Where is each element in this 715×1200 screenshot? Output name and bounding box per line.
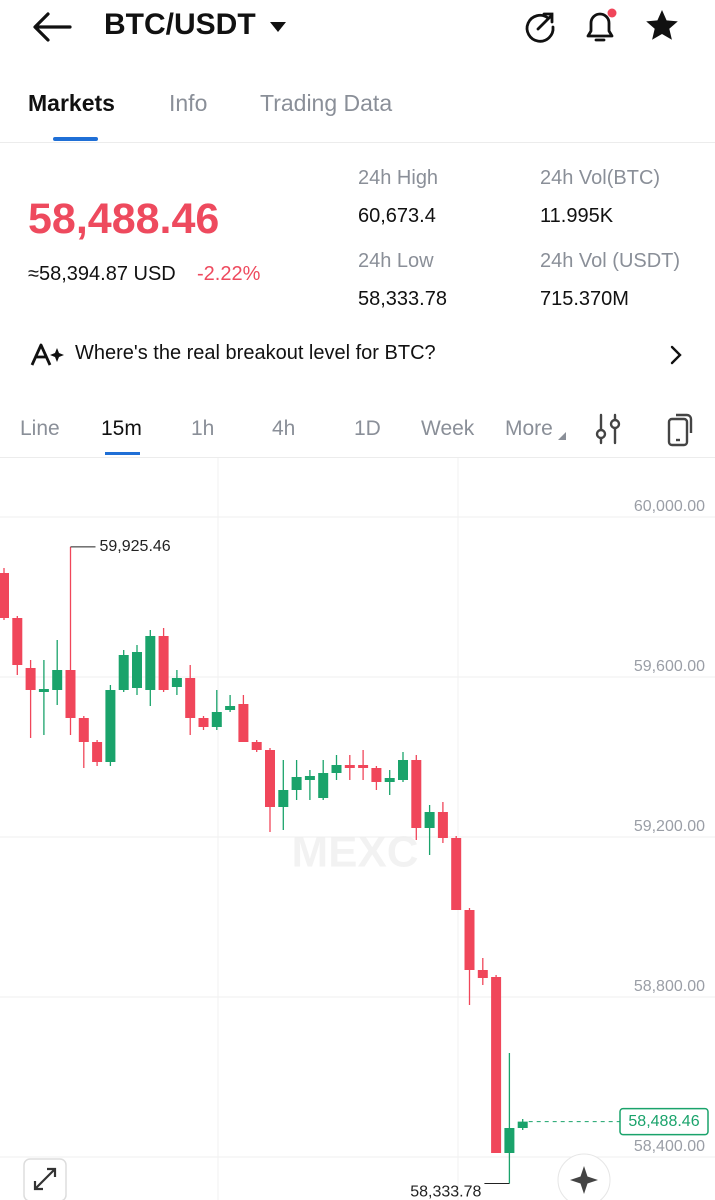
stat-label: 24h High [358, 167, 439, 189]
more-triangle [558, 432, 566, 440]
candle-body [437, 812, 448, 838]
watermark: MEXC [291, 828, 418, 877]
candle-body [0, 573, 9, 618]
favorite-icon[interactable] [644, 8, 680, 42]
candle-body [211, 712, 222, 727]
y-tick-label: 58,400.00 [634, 1138, 705, 1155]
candle-body [171, 678, 182, 687]
candle-body [344, 765, 355, 768]
candle-body [158, 636, 169, 690]
timeframe[interactable]: 4h [272, 417, 296, 440]
tab[interactable]: Info [169, 90, 208, 116]
candle-body [291, 777, 302, 790]
timeframe[interactable]: Week [421, 417, 475, 440]
ai-icon [30, 343, 64, 366]
share-icon[interactable] [522, 8, 558, 44]
tab-indicator [53, 137, 98, 141]
timeframe[interactable]: 1h [191, 417, 215, 440]
candle-body [198, 718, 209, 727]
stat-value: 11.995K [540, 205, 614, 227]
candle-body [384, 778, 395, 782]
candle-body [464, 910, 475, 970]
banner-text[interactable]: Where's the real breakout level for BTC? [75, 342, 436, 364]
candle-body [491, 977, 502, 1153]
y-tick-label: 59,200.00 [634, 818, 705, 835]
candle-body [238, 704, 249, 742]
candle-body [132, 652, 142, 688]
indicator-settings-icon[interactable] [594, 412, 622, 446]
back-button[interactable] [30, 10, 74, 44]
candle-body [38, 689, 49, 692]
timeframe[interactable]: 15m [101, 417, 142, 440]
candle-body [318, 773, 329, 798]
candle-body [477, 970, 488, 978]
y-tick-label: 58,800.00 [634, 978, 705, 995]
candle-body [92, 742, 103, 762]
y-tick-label: 59,600.00 [634, 658, 705, 675]
divider [0, 457, 715, 458]
candle-body [105, 690, 116, 762]
fullscreen-button[interactable] [23, 1158, 67, 1200]
last-price-label: 58,488.46 [628, 1113, 699, 1130]
tab[interactable]: Markets [28, 90, 115, 116]
notification-icon[interactable] [580, 6, 620, 46]
candle-body [371, 768, 382, 782]
candle-body [225, 706, 236, 710]
candle-body [331, 765, 342, 773]
pair-title[interactable]: BTC/USDT [104, 8, 256, 41]
stat-label: 24h Vol (USDT) [540, 250, 681, 272]
candle-body [25, 668, 36, 690]
rotate-icon[interactable] [665, 412, 695, 448]
candle-body [424, 812, 435, 828]
low-annotation: 58,333.78 [410, 1184, 481, 1200]
timeframe[interactable]: 1D [354, 417, 381, 440]
high-annotation: 59,925.46 [100, 538, 171, 555]
candle-body [12, 618, 23, 665]
timeframe[interactable]: More [505, 417, 553, 440]
candle-body [78, 718, 89, 742]
chevron-icon[interactable] [668, 344, 684, 366]
stat-value: 58,333.78 [358, 288, 447, 310]
stat-value: 60,673.4 [358, 205, 436, 227]
assistant-button[interactable] [556, 1152, 612, 1200]
y-tick-label: 60,000.00 [634, 498, 705, 515]
candle-body [185, 678, 196, 718]
last-price: 58,488.46 [28, 195, 220, 243]
price-change: -2.22% [197, 263, 261, 285]
candle-body [517, 1121, 528, 1128]
candle-body [398, 760, 408, 780]
candle-body [251, 742, 262, 750]
candle-body [265, 750, 275, 807]
candle-body [504, 1128, 515, 1153]
divider [0, 142, 715, 143]
timeframe[interactable]: Line [20, 417, 60, 440]
candle-body [145, 636, 156, 690]
last-price-tag [619, 1107, 709, 1136]
candle-body [411, 760, 422, 828]
stat-value: 715.370M [540, 288, 629, 310]
stat-label: 24h Vol(BTC) [540, 167, 661, 189]
candle-body [278, 790, 289, 807]
candle-body [451, 838, 462, 910]
candle-body [65, 670, 76, 718]
tab[interactable]: Trading Data [260, 90, 393, 116]
timeframe-indicator [105, 452, 140, 455]
stat-label: 24h Low [358, 250, 434, 272]
usd-price: ≈58,394.87 USD [28, 263, 176, 285]
candle-body [118, 655, 129, 690]
candle-body [304, 776, 315, 780]
candle-body [52, 670, 63, 690]
candle-body [358, 765, 369, 768]
dropdown-icon[interactable] [268, 20, 288, 34]
